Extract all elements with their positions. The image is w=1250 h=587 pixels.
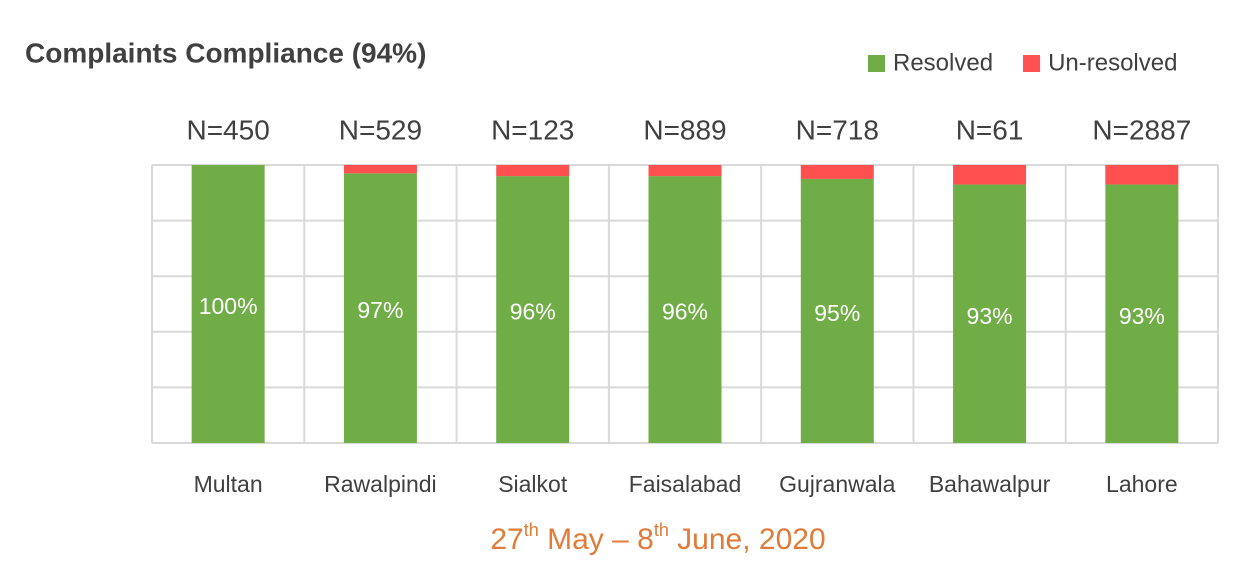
annotation: N=718 (796, 114, 879, 145)
value-label: 93% (1119, 303, 1165, 329)
annotation: N=450 (186, 114, 269, 145)
bar-segment (496, 176, 570, 443)
x-tick-label: Gujranwala (779, 471, 896, 497)
footer-part: 27 (490, 523, 523, 556)
annotation: N=889 (643, 114, 726, 145)
footer-part: th (524, 520, 539, 540)
x-tick-label: Bahawalpur (929, 471, 1051, 497)
bar-segment (800, 178, 874, 443)
value-label: 96% (510, 299, 556, 325)
legend-swatch (868, 55, 885, 72)
value-label: 100% (199, 293, 258, 319)
bar-segment (648, 165, 722, 177)
value-label: 96% (662, 299, 708, 325)
value-label: 95% (814, 300, 860, 326)
x-tick-label: Faisalabad (629, 471, 742, 497)
x-tick-label: Sialkot (498, 471, 568, 497)
x-tick-label: Rawalpindi (324, 471, 437, 497)
legend-label: Resolved (893, 49, 993, 76)
chart-title: Complaints Compliance (94%) (25, 37, 426, 68)
footer-part: th (654, 520, 669, 540)
annotation: N=529 (339, 114, 422, 145)
value-label: 93% (967, 303, 1013, 329)
annotation: N=61 (956, 114, 1024, 145)
bar-segment (496, 165, 570, 177)
bar-segment (800, 165, 874, 179)
legend-label: Un-resolved (1048, 49, 1177, 76)
legend-swatch (1023, 55, 1041, 72)
bar-segment (1105, 165, 1179, 185)
footer-part: June, 2020 (669, 523, 826, 556)
annotation: N=2887 (1092, 114, 1191, 145)
x-tick-label: Lahore (1106, 471, 1178, 497)
footer: 27th May – 8th June, 2020 (490, 520, 825, 556)
bar-segment (343, 173, 417, 443)
annotation: N=123 (491, 114, 574, 145)
x-tick-label: Multan (194, 471, 263, 497)
footer-part: May – 8 (539, 523, 654, 556)
bar-segment (343, 165, 417, 174)
bar-segment (953, 184, 1027, 443)
bar-segment (648, 176, 722, 443)
bar-segment (953, 165, 1027, 185)
bar-segment (191, 165, 265, 443)
value-label: 97% (357, 297, 403, 323)
bar-segment (1105, 184, 1179, 443)
